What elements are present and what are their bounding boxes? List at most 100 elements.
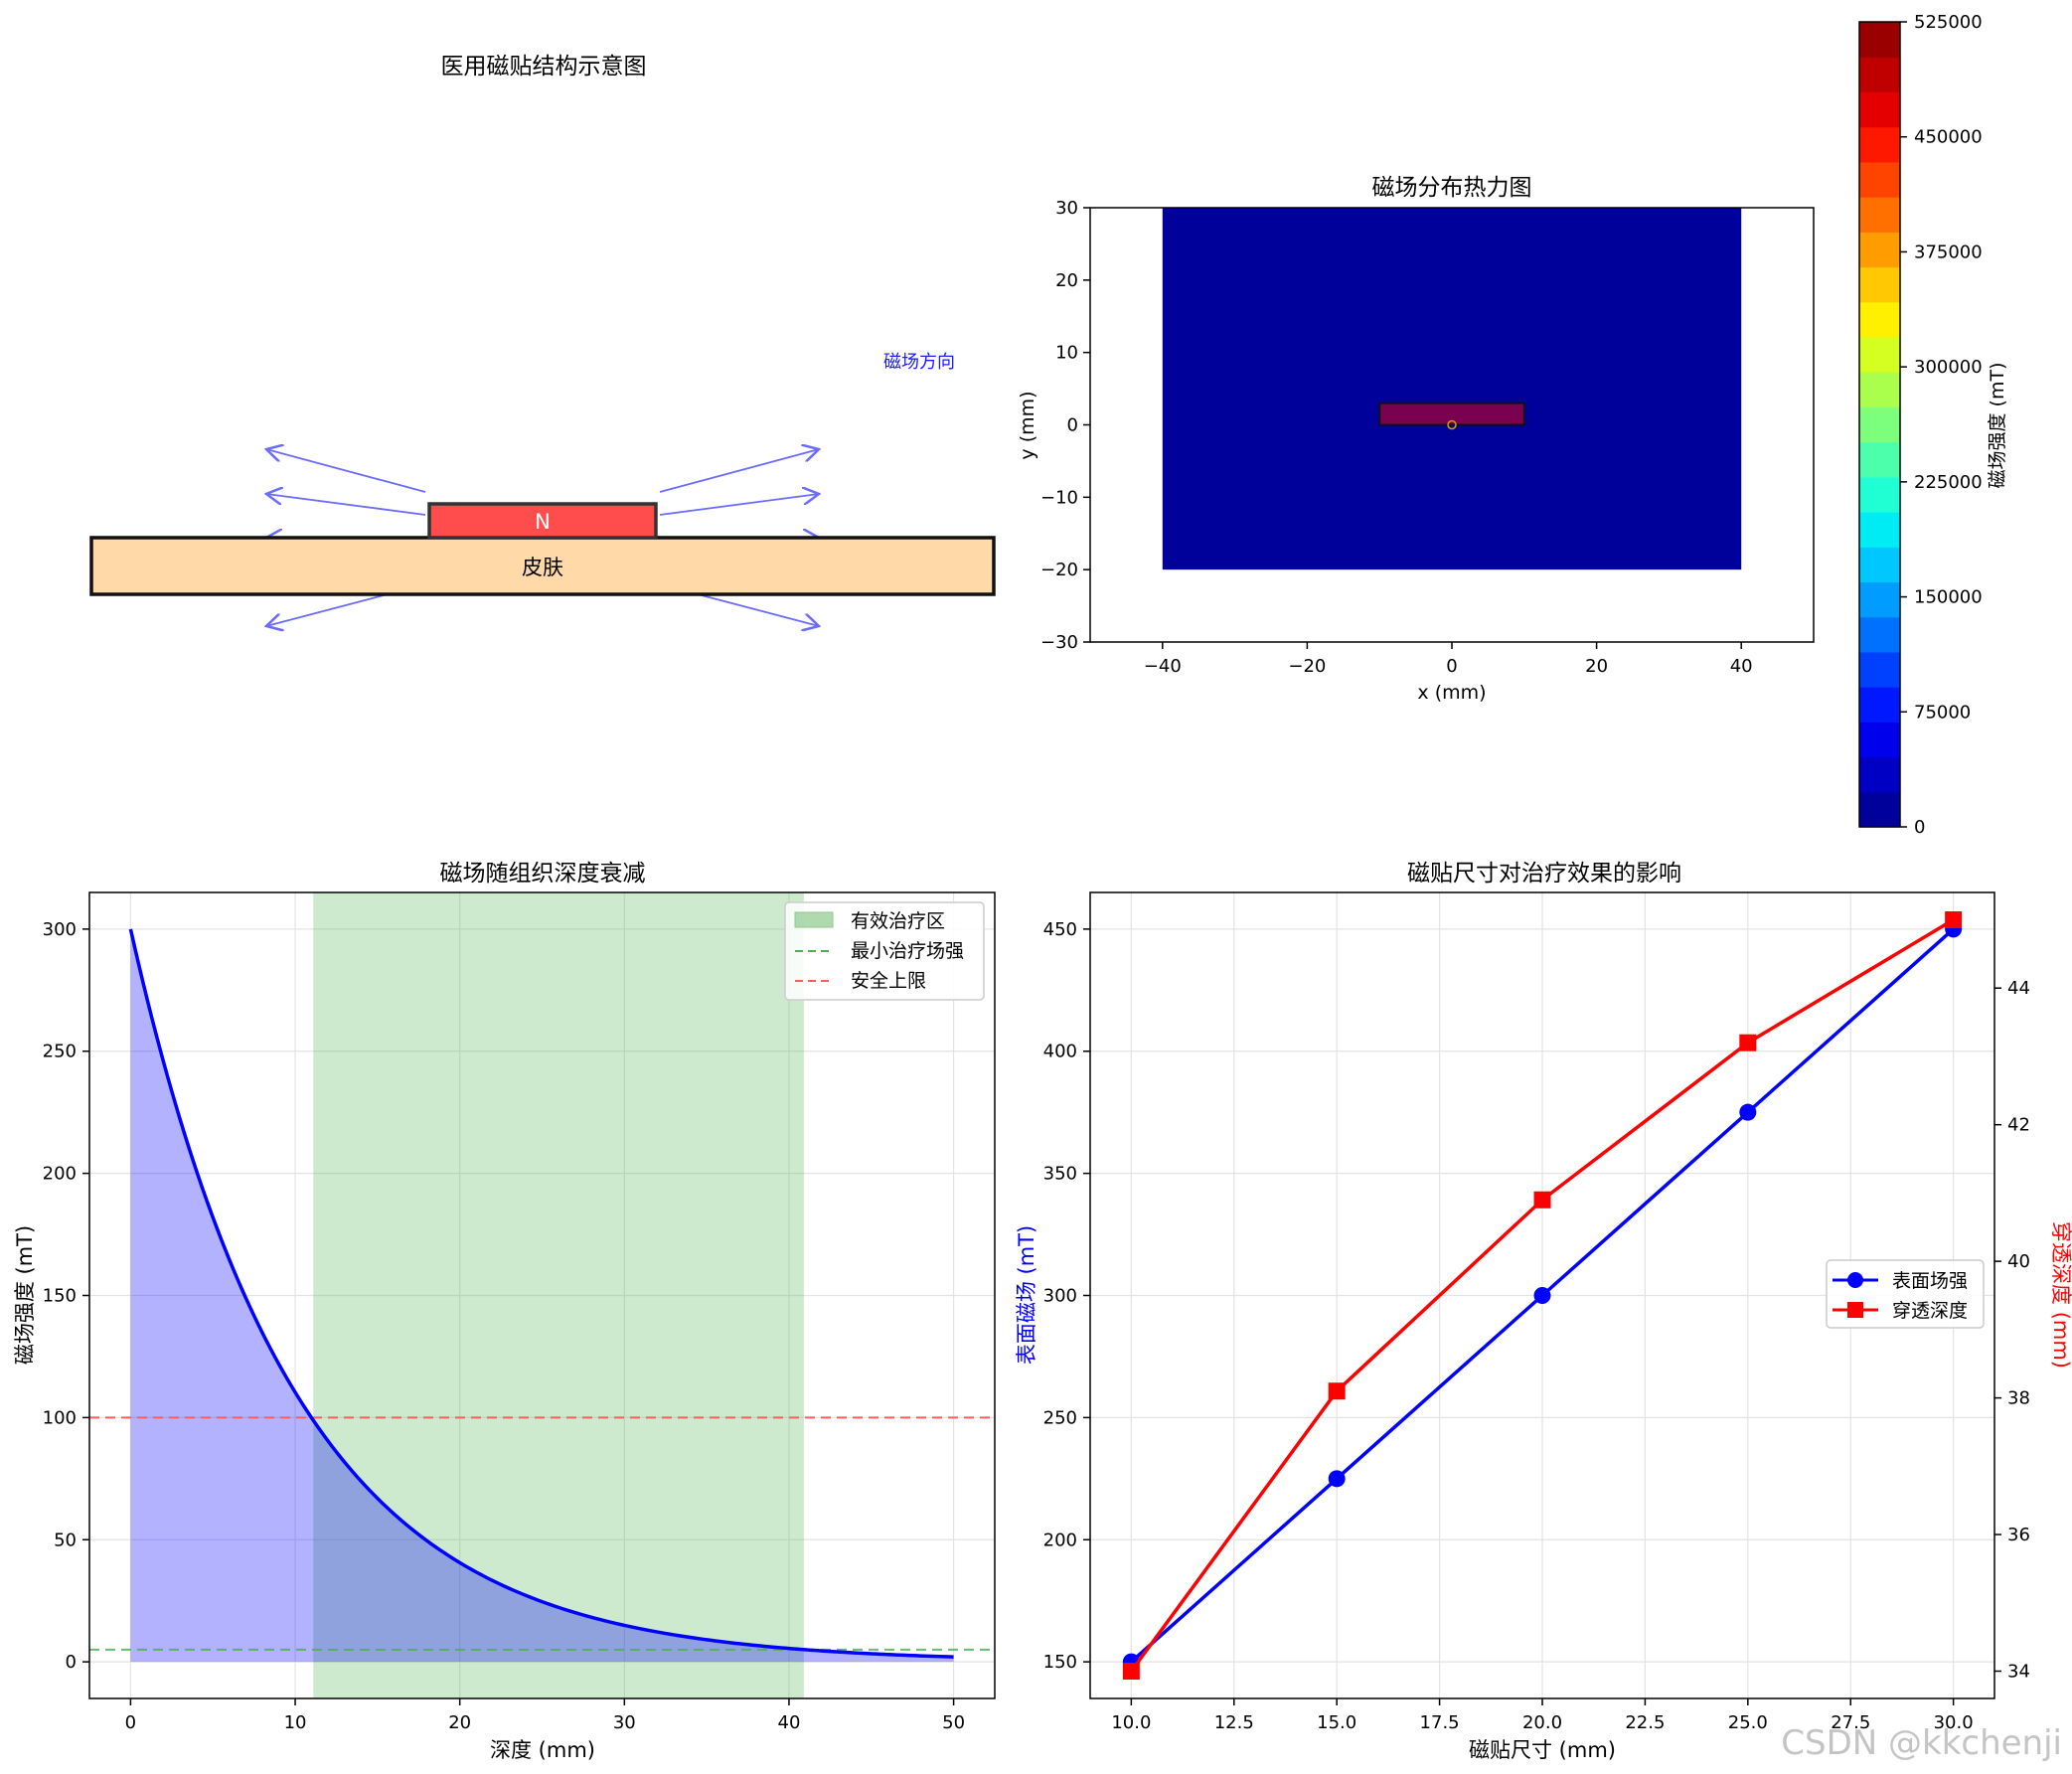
colorbar-level-11: [1859, 406, 1900, 443]
size-effect-left-tick-label-3: 300: [1043, 1286, 1077, 1307]
colorbar-frame: [1858, 21, 1901, 828]
heatmap-x-tick-label-0: −40: [1144, 656, 1182, 677]
size-effect-x-ticks: 10.0 12.5 15.0 17.5 20.0 22.5 25.0 27.5 30.0: [1111, 1698, 1974, 1733]
colorbar-tick-label-0: 0: [1914, 817, 1925, 838]
colorbar-tick-label-7: 525000: [1914, 12, 1983, 33]
decay-y-label: 磁场强度 (mT): [13, 1225, 37, 1365]
heatmap-y-tick-label-6: −30: [1040, 632, 1078, 653]
legend-marker-surface-field: [1847, 1272, 1863, 1288]
colorbar-level-7: [1859, 547, 1900, 583]
watermark: CSDN @kkchenji: [1781, 1723, 2062, 1763]
field-arrow-2: [266, 494, 426, 516]
decay-y-tick-label-3: 150: [43, 1286, 77, 1307]
structure-panel: 医用磁贴结构示意图 皮肤 N 磁场方向: [89, 54, 996, 626]
colorbar-level-12: [1859, 372, 1900, 407]
heatmap-y-tick-label-2: 10: [1055, 343, 1078, 364]
decay-curve: [128, 928, 954, 1659]
size-effect-right-tick-label-3: 40: [2007, 1251, 2030, 1272]
size-effect-x-tick-label-3: 17.5: [1420, 1712, 1460, 1733]
size-effect-right-label: 穿透深度 (mm): [2049, 1221, 2072, 1369]
heatmap-x-label: x (mm): [1417, 682, 1486, 704]
colorbar-level-0: [1859, 791, 1900, 828]
size-effect-left-tick-label-5: 400: [1043, 1042, 1077, 1062]
field-arrow-6: [659, 449, 819, 493]
skin-label: 皮肤: [522, 556, 563, 579]
decay-x-tick-label-4: 40: [778, 1712, 801, 1733]
heatmap-title: 磁场分布热力图: [1372, 175, 1532, 201]
colorbar-tick-label-2: 150000: [1914, 587, 1983, 608]
penetration-point-0: [1122, 1663, 1140, 1681]
size-effect-x-tick-label-7: 27.5: [1831, 1712, 1870, 1733]
penetration-point-1: [1328, 1382, 1346, 1400]
heatmap-y-tick-label-4: −10: [1040, 487, 1078, 508]
decay-x-tick-label-3: 30: [613, 1712, 636, 1733]
size-effect-right-ticks: 34 36 38 40 42 44: [1994, 978, 2030, 1683]
decay-y-tick-label-1: 50: [54, 1530, 77, 1550]
heatmap-field-region: [1162, 208, 1742, 570]
decay-y-tick-label-6: 300: [43, 919, 77, 940]
decay-panel: 磁场随组织深度衰减 0 10 20 30 40 50 0 50 100 150 200 250 300…: [13, 861, 996, 1762]
size-effect-left-tick-label-0: 150: [1043, 1652, 1077, 1673]
colorbar-level-19: [1859, 126, 1900, 163]
heatmap-x-tick-label-3: 20: [1585, 656, 1608, 677]
colorbar-level-6: [1859, 581, 1900, 618]
field-direction-label: 磁场方向: [883, 352, 955, 373]
colorbar-ticks: 0 75000 150000 225000 300000 375000 450000 5250…: [1900, 12, 1983, 838]
size-effect-x-tick-label-6: 25.0: [1728, 1712, 1768, 1733]
colorbar-level-22: [1859, 22, 1900, 58]
colorbar-level-3: [1859, 687, 1900, 723]
decay-y-tick-label-2: 100: [43, 1407, 77, 1428]
surface-field-point-1: [1328, 1470, 1346, 1488]
heatmap-x-tick-label-1: −20: [1288, 656, 1326, 677]
size-effect-x-tick-label-1: 12.5: [1214, 1712, 1254, 1733]
decay-x-tick-label-0: 0: [125, 1712, 136, 1733]
legend-label-penetration: 穿透深度: [1892, 1300, 1968, 1322]
size-effect-x-tick-label-2: 15.0: [1317, 1712, 1356, 1733]
decay-x-tick-label-5: 50: [942, 1712, 965, 1733]
heatmap-y-tick-label-1: 20: [1055, 270, 1078, 291]
size-effect-right-tick-label-2: 38: [2007, 1388, 2030, 1409]
effective-zone-span: [313, 892, 804, 1698]
colorbar-level-1: [1859, 756, 1900, 793]
colorbar-level-5: [1859, 616, 1900, 653]
colorbar-level-13: [1859, 336, 1900, 373]
legend-label-safety-limit: 安全上限: [851, 970, 926, 992]
size-effect-right-tick-label-5: 44: [2007, 978, 2030, 999]
colorbar-level-17: [1859, 197, 1900, 233]
colorbar-tick-label-5: 375000: [1914, 242, 1983, 262]
colorbar-level-20: [1859, 91, 1900, 128]
decay-x-tick-label-1: 10: [284, 1712, 307, 1733]
legend-label-min-therapy: 最小治疗场强: [851, 940, 964, 962]
colorbar-level-18: [1859, 161, 1900, 198]
field-arrow-7: [659, 494, 819, 516]
heatmap-y-tick-label-3: 0: [1067, 415, 1078, 436]
magnet-block: [427, 502, 658, 540]
decay-x-label: 深度 (mm): [490, 1738, 595, 1762]
decay-y-tick-label-0: 0: [66, 1652, 77, 1673]
colorbar-label: 磁场强度 (mT): [1987, 363, 2008, 489]
size-effect-right-tick-label-1: 36: [2007, 1525, 2030, 1545]
heatmap-y-ticks: 30 20 10 0 −10 −20 −30: [1040, 198, 1090, 653]
decay-grid: [89, 892, 995, 1698]
size-effect-x-tick-label-4: 20.0: [1522, 1712, 1562, 1733]
structure-title: 医用磁贴结构示意图: [441, 54, 647, 80]
colorbar-level-15: [1859, 266, 1900, 303]
size-effect-left-ticks: 150 200 250 300 350 400 450: [1043, 919, 1090, 1673]
heatmap-x-ticks: −40 −20 0 20 40: [1144, 642, 1753, 677]
size-effect-series: [1122, 910, 1963, 1681]
size-effect-x-tick-label-0: 10.0: [1111, 1712, 1151, 1733]
colorbar-level-21: [1859, 57, 1900, 93]
colorbar-level-10: [1859, 441, 1900, 478]
penetration-point-3: [1739, 1034, 1757, 1051]
decay-y-tick-label-5: 250: [43, 1042, 77, 1062]
size-effect-left-tick-label-4: 350: [1043, 1164, 1077, 1185]
colorbar-tick-label-4: 300000: [1914, 357, 1983, 378]
heatmap-magnet-region: [1378, 402, 1525, 426]
size-effect-x-label: 磁贴尺寸 (mm): [1469, 1738, 1616, 1762]
heatmap-x-tick-label-2: 0: [1446, 656, 1457, 677]
size-effect-left-label: 表面磁场 (mT): [1015, 1225, 1038, 1365]
decay-y-tick-label-4: 200: [43, 1164, 77, 1185]
heatmap-x-tick-label-4: 40: [1730, 656, 1753, 677]
size-effect-x-tick-label-5: 22.5: [1625, 1712, 1665, 1733]
size-effect-left-tick-label-1: 200: [1043, 1530, 1077, 1550]
